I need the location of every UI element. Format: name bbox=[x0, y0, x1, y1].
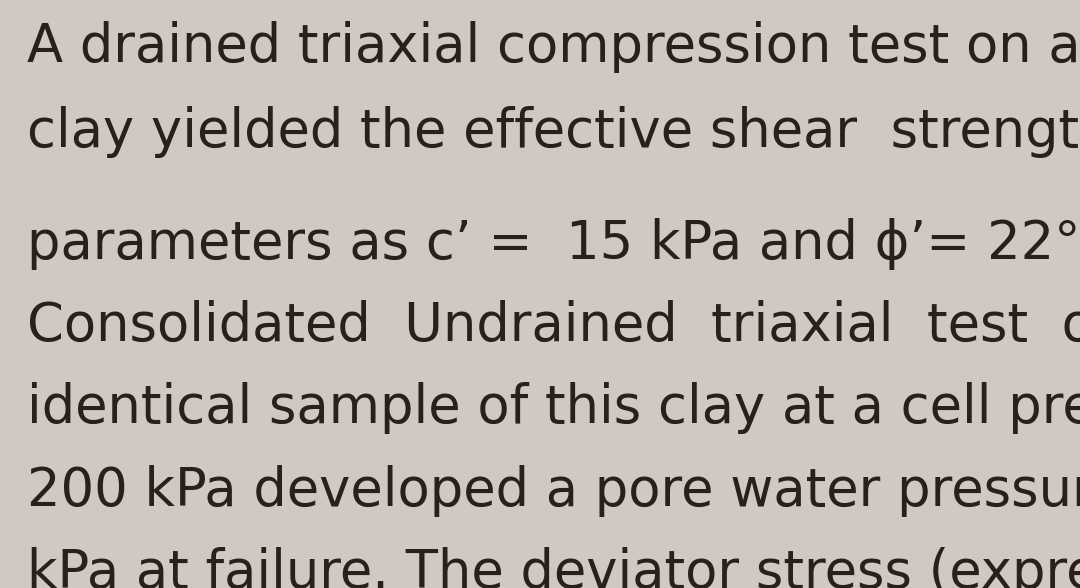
Text: kPa at failure. The deviator stress (expressed in: kPa at failure. The deviator stress (exp… bbox=[27, 547, 1080, 588]
Text: clay yielded the effective shear  strength: clay yielded the effective shear strengt… bbox=[27, 106, 1080, 158]
Text: 200 kPa developed a pore water pressure of 150: 200 kPa developed a pore water pressure … bbox=[27, 465, 1080, 516]
Text: Consolidated  Undrained  triaxial  test  on  an: Consolidated Undrained triaxial test on … bbox=[27, 300, 1080, 352]
Text: identical sample of this clay at a cell pressure of: identical sample of this clay at a cell … bbox=[27, 382, 1080, 434]
Text: parameters as c’ =  15 kPa and ϕ’= 22°.: parameters as c’ = 15 kPa and ϕ’= 22°. bbox=[27, 218, 1080, 269]
Text: A drained triaxial compression test on a saturated: A drained triaxial compression test on a… bbox=[27, 21, 1080, 72]
